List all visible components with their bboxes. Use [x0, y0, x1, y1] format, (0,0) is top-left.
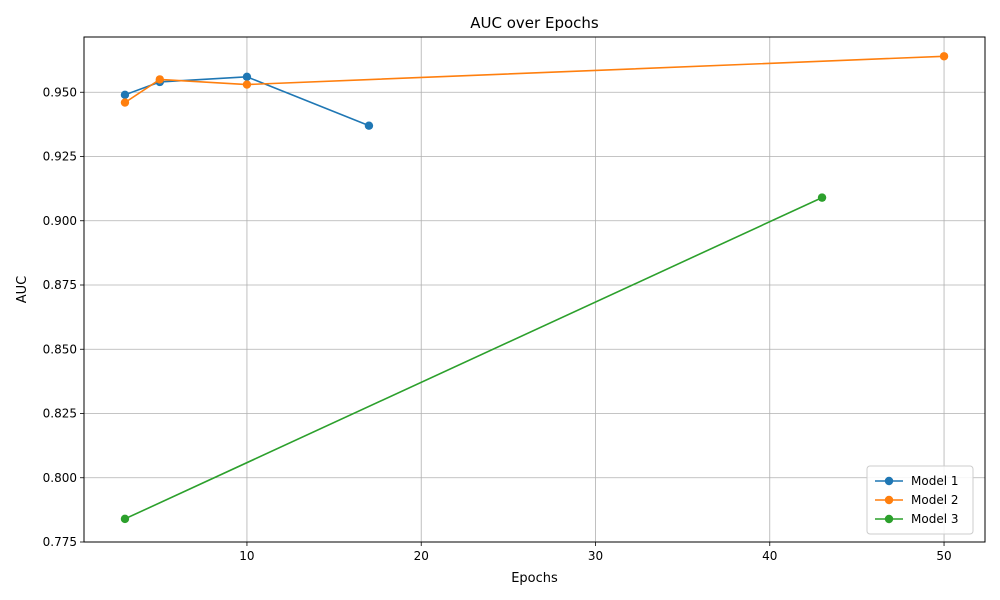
- legend-label-model-1: Model 1: [911, 474, 958, 488]
- legend: Model 1 Model 2 Model 3: [866, 465, 974, 535]
- data-point-model-3: [120, 514, 130, 524]
- axis-ticks: 10 20 30 40 50 0.775 0.800 0.825 0.850 0.875 0.900…: [43, 85, 952, 563]
- chart-title: AUC over Epochs: [470, 14, 599, 32]
- series-line-model-3: [124, 196, 823, 520]
- series-layer: [120, 52, 949, 524]
- x-tick-label: 20: [414, 549, 429, 563]
- data-point-model-2: [939, 52, 949, 61]
- series-line-model-1: [124, 76, 370, 127]
- data-point-model-2: [242, 80, 252, 89]
- y-axis-title: AUC: [15, 276, 30, 304]
- data-point-model-1: [242, 72, 252, 82]
- plot-area-frame: [83, 36, 986, 543]
- x-tick-label: 30: [588, 549, 603, 563]
- legend-marker-model-1: [884, 476, 894, 486]
- x-tick-label: 10: [239, 549, 254, 563]
- legend-marker-model-2: [884, 495, 894, 505]
- data-point-model-3: [817, 193, 827, 202]
- x-tick-label: 50: [936, 549, 951, 563]
- y-tick-label: 0.925: [43, 150, 77, 164]
- data-point-model-1: [364, 121, 374, 130]
- data-point-model-1: [120, 90, 130, 100]
- series-line-model-2: [124, 55, 945, 104]
- legend-box: [866, 465, 974, 535]
- x-axis-title: Epochs: [511, 571, 558, 586]
- y-tick-label: 0.875: [43, 278, 77, 292]
- legend-label-model-3: Model 3: [911, 512, 958, 526]
- y-tick-label: 0.800: [43, 471, 77, 485]
- y-tick-label: 0.775: [43, 535, 77, 549]
- y-tick-label: 0.900: [43, 214, 77, 228]
- x-tick-label: 40: [762, 549, 777, 563]
- y-tick-label: 0.825: [43, 407, 77, 421]
- legend-label-model-2: Model 2: [911, 493, 958, 507]
- y-tick-label: 0.950: [43, 85, 77, 99]
- y-tick-label: 0.850: [43, 342, 77, 356]
- data-point-model-2: [155, 75, 165, 84]
- data-point-model-2: [120, 98, 130, 107]
- legend-marker-model-3: [884, 514, 894, 524]
